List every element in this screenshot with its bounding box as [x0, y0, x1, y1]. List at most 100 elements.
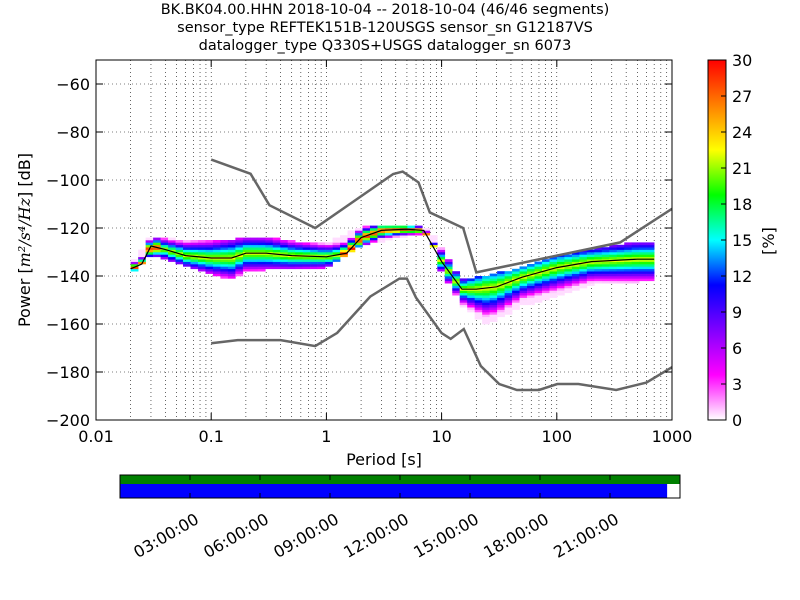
heatmap-cell: [527, 283, 535, 286]
heatmap-cell: [205, 244, 214, 248]
heatmap-cell: [183, 240, 191, 243]
heatmap-cell: [482, 321, 490, 325]
heatmap-cell: [527, 271, 535, 274]
heatmap-cell: [459, 302, 468, 306]
heatmap-cell: [534, 283, 543, 286]
heatmap-cell: [571, 283, 580, 286]
heatmap-cell: [392, 232, 401, 236]
heatmap-cell: [489, 297, 498, 301]
heatmap-cell: [227, 271, 236, 274]
heatmap-cell: [467, 280, 475, 284]
y-tick-label: −100: [46, 171, 90, 190]
heatmap-cell: [497, 271, 505, 274]
heatmap-cell: [556, 285, 565, 289]
heatmap-cell: [197, 254, 206, 258]
heatmap-cell: [227, 268, 236, 272]
heatmap-cell: [399, 232, 408, 236]
heatmap-cell: [467, 300, 475, 303]
heatmap-cell: [631, 264, 640, 267]
colorbar-tick-label: 0: [732, 411, 742, 430]
heatmap-cell: [310, 254, 318, 258]
heatmap-cell: [392, 235, 401, 238]
heatmap-cell: [519, 300, 528, 303]
heatmap-cell: [407, 230, 416, 234]
heatmap-cell: [586, 276, 595, 279]
heatmap-cell: [250, 261, 259, 265]
heatmap-cell: [512, 268, 520, 272]
heatmap-cell: [384, 225, 393, 229]
heatmap-cell: [624, 266, 633, 270]
heatmap-cell: [594, 261, 603, 265]
heatmap-cell: [594, 280, 603, 284]
heatmap-cell: [280, 247, 289, 250]
heatmap-cell: [556, 290, 565, 294]
heatmap-cell: [474, 300, 483, 303]
heatmap-cell: [519, 297, 528, 301]
heatmap-cell: [250, 256, 259, 260]
heatmap-cell: [616, 278, 625, 282]
heatmap-cell: [594, 249, 603, 253]
heatmap-cell: [190, 264, 199, 267]
heatmap-cell: [489, 273, 498, 277]
heatmap-cell: [639, 249, 647, 253]
heatmap-cell: [168, 254, 176, 258]
heatmap-cell: [639, 273, 647, 277]
heatmap-cell: [384, 228, 393, 231]
colorbar-tick-label: 12: [732, 267, 752, 286]
heatmap-cell: [482, 314, 490, 318]
heatmap-cell: [579, 276, 588, 279]
heatmap-cell: [369, 232, 378, 236]
heatmap-cell: [527, 285, 535, 289]
heatmap-cell: [601, 254, 610, 258]
heatmap-cell: [429, 240, 438, 243]
heatmap-cell: [556, 271, 565, 274]
heatmap-cell: [197, 240, 206, 243]
heatmap-cell: [295, 242, 303, 246]
heatmap-cell: [489, 319, 498, 322]
heatmap-cell: [549, 276, 558, 279]
heatmap-cell: [220, 242, 229, 246]
heatmap-cell: [227, 242, 236, 246]
heatmap-cell: [197, 244, 206, 248]
heatmap-cell: [474, 283, 483, 286]
heatmap-cell: [519, 278, 528, 282]
heatmap-cell: [332, 242, 341, 246]
heatmap-cell: [197, 259, 206, 262]
heatmap-cell: [384, 232, 393, 236]
heatmap-cell: [272, 261, 281, 265]
heatmap-cell: [190, 256, 199, 260]
heatmap-cell: [242, 240, 251, 243]
heatmap-cell: [452, 285, 461, 289]
heatmap-cell: [571, 268, 580, 272]
heatmap-cell: [153, 247, 161, 250]
heatmap-cell: [541, 280, 550, 284]
heatmap-cell: [429, 244, 438, 248]
heatmap-cell: [145, 244, 154, 248]
heatmap-cell: [205, 266, 214, 270]
heatmap-cell: [205, 268, 214, 272]
heatmap-cell: [556, 276, 565, 279]
heatmap-cell: [242, 247, 251, 250]
heatmap-cell: [212, 247, 221, 250]
heatmap-cell: [646, 256, 655, 260]
heatmap-cell: [601, 249, 610, 253]
heatmap-cell: [601, 264, 610, 267]
heatmap-cell: [145, 242, 154, 246]
heatmap-cell: [579, 271, 588, 274]
heatmap-cell: [534, 290, 543, 294]
heatmap-cell: [631, 242, 640, 246]
heatmap-cell: [616, 266, 625, 270]
heatmap-cell: [362, 242, 371, 246]
heatmap-cell: [452, 283, 461, 286]
heatmap-cell: [504, 271, 513, 274]
heatmap-cell: [250, 249, 259, 253]
heatmap-cell: [586, 259, 595, 262]
heatmap-cell: [519, 271, 528, 274]
heatmap-cell: [197, 249, 206, 253]
heatmap-cell: [571, 273, 580, 277]
heatmap-cell: [220, 266, 229, 270]
heatmap-cell: [579, 264, 588, 267]
heatmap-cell: [594, 259, 603, 262]
heatmap-cell: [541, 271, 550, 274]
heatmap-cell: [512, 307, 520, 310]
